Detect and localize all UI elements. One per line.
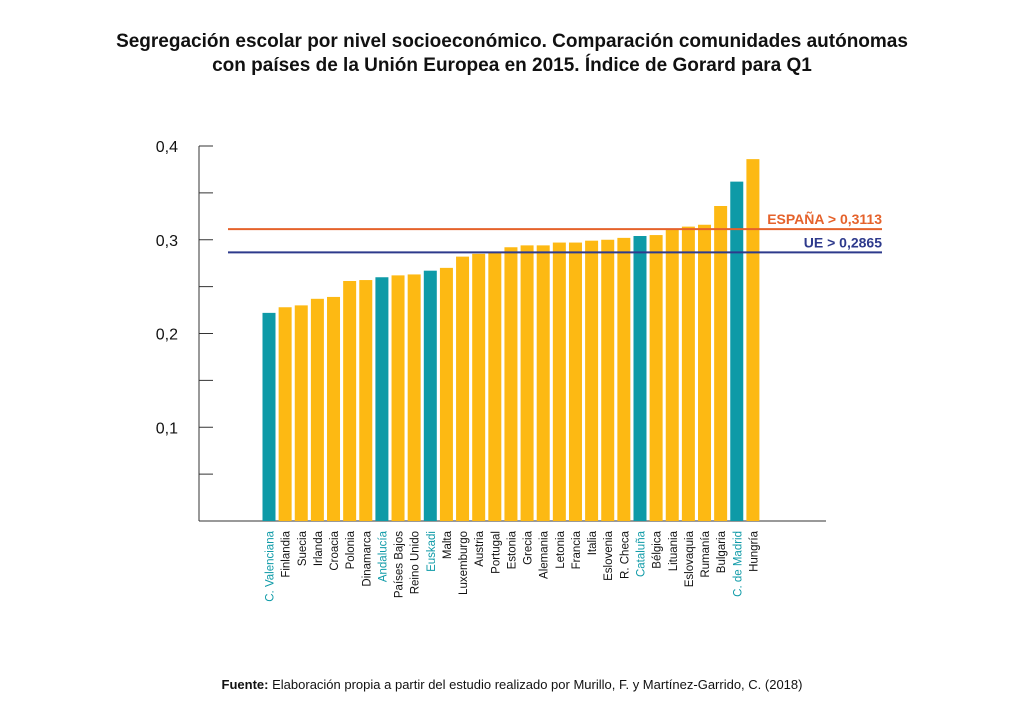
bar xyxy=(375,277,389,521)
x-tick-label: Irlanda xyxy=(313,530,325,566)
x-tick-label: Grecia xyxy=(523,530,535,564)
bar xyxy=(262,312,276,521)
bar xyxy=(617,237,631,521)
chart-title-line-2: con países de la Unión Europea en 2015. … xyxy=(212,55,812,76)
bar xyxy=(746,159,760,521)
x-tick-label: R. Checa xyxy=(619,530,631,579)
x-tick-label: Malta xyxy=(442,530,454,559)
bar xyxy=(601,239,615,521)
x-tick-label: Letonia xyxy=(555,530,567,568)
bar xyxy=(714,206,728,521)
bar xyxy=(472,253,486,521)
x-tick-label: Finlandia xyxy=(281,530,293,577)
x-tick-label: Países Bajos xyxy=(394,531,406,598)
x-tick-label: Lituania xyxy=(668,530,680,571)
reference-line-label: ESPAÑA > 0,3113 xyxy=(767,210,882,227)
bar xyxy=(633,236,647,521)
bar xyxy=(730,181,744,521)
x-tick-label: Luxemburgo xyxy=(458,531,470,595)
bar xyxy=(520,245,534,521)
bar xyxy=(343,281,357,521)
bar xyxy=(585,240,599,521)
chart-title: Segregación escolar por nivel socioeconó… xyxy=(0,30,1024,78)
bar xyxy=(665,228,679,521)
bar xyxy=(278,307,292,521)
bar xyxy=(359,280,373,521)
x-tick-label: Italia xyxy=(587,530,599,555)
bar xyxy=(504,247,518,521)
x-tick-label: Francia xyxy=(571,530,583,569)
x-tick-label: Estonia xyxy=(506,530,518,569)
x-tick-label: Austria xyxy=(474,530,486,566)
bar xyxy=(456,256,470,521)
x-tick-label: Eslovaquia xyxy=(684,530,696,587)
bar xyxy=(310,298,324,521)
source-text: Elaboración propia a partir del estudio … xyxy=(272,677,803,692)
x-tick-label: Reino Unido xyxy=(410,531,422,594)
bar xyxy=(439,267,453,521)
x-tick-label: Bélgica xyxy=(652,530,664,568)
bar xyxy=(423,270,437,521)
y-tick-label: 0,2 xyxy=(156,327,178,344)
x-tick-label: C. de Madrid xyxy=(732,531,744,597)
x-tick-label: Croacia xyxy=(329,530,341,570)
bar xyxy=(407,274,421,521)
source-label: Fuente: xyxy=(221,677,269,692)
x-tick-label: Cataluña xyxy=(635,530,647,577)
x-tick-label: C. Valenciana xyxy=(265,530,277,601)
y-tick-label: 0,3 xyxy=(156,233,178,250)
source-note: Fuente: Elaboración propia a partir del … xyxy=(0,677,1024,692)
x-tick-label: Andalucía xyxy=(377,530,389,582)
x-tick-label: Portugal xyxy=(490,531,502,574)
x-tick-label: Hungría xyxy=(748,530,760,572)
x-tick-label: Dinamarca xyxy=(361,530,373,586)
bar xyxy=(698,224,712,521)
x-tick-label: Eslovenia xyxy=(603,530,615,580)
reference-line-label: UE > 0,2865 xyxy=(804,234,882,250)
x-tick-label: Polonia xyxy=(345,530,357,569)
bar xyxy=(294,305,308,521)
x-tick-label: Rumanía xyxy=(700,530,712,577)
y-tick-label: 0,4 xyxy=(156,139,178,156)
y-tick-label: 0,1 xyxy=(156,420,178,437)
bar xyxy=(488,251,502,521)
bar xyxy=(391,275,405,521)
x-tick-label: Bulgaria xyxy=(716,530,728,573)
bar xyxy=(681,226,695,521)
bar xyxy=(536,245,550,521)
bar xyxy=(649,235,663,521)
x-tick-label: Suecia xyxy=(297,530,309,566)
bar xyxy=(327,296,341,521)
x-tick-label: Euskadi xyxy=(426,531,438,572)
bar xyxy=(568,242,582,521)
chart-title-line-1: Segregación escolar por nivel socioeconó… xyxy=(116,31,908,52)
bar xyxy=(552,242,566,521)
x-tick-label: Alemania xyxy=(539,530,551,579)
